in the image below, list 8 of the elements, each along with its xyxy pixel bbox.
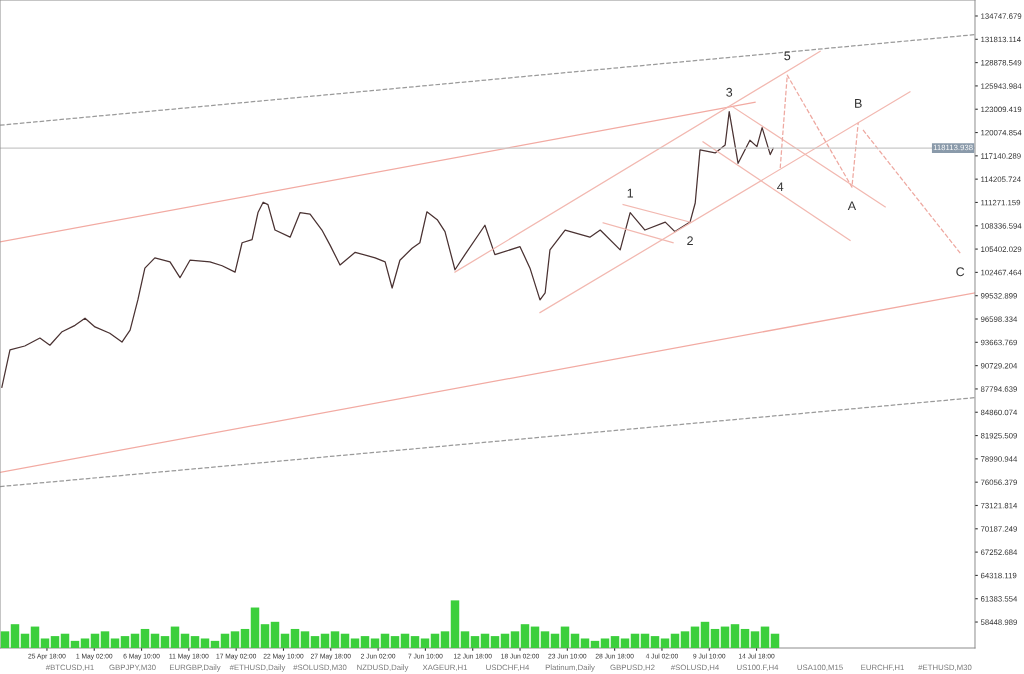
annotation: C: [956, 267, 965, 277]
annotation: 1: [627, 188, 634, 198]
annotation: 4: [777, 182, 784, 192]
annotation: B: [855, 99, 862, 108]
annotation: A: [847, 201, 857, 211]
annotation: 2: [687, 236, 693, 246]
annotation: 3: [726, 87, 733, 97]
annotation: 5: [784, 51, 791, 61]
